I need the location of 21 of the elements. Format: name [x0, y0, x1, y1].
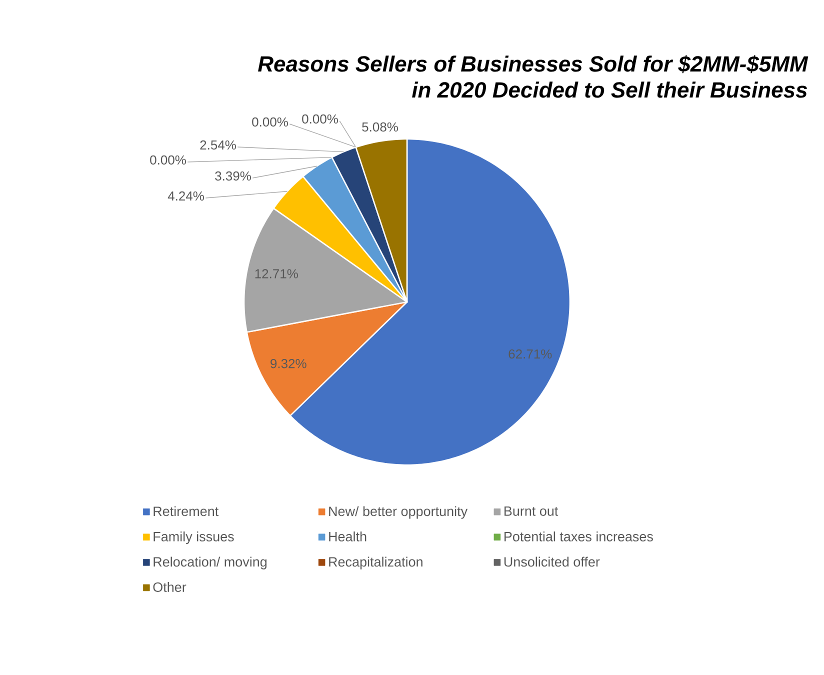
data-label: 9.32% — [270, 358, 306, 368]
text: 0.00% — [302, 114, 338, 124]
data-label: 3.39% — [215, 171, 251, 181]
legend-label: Potential taxes increases — [504, 531, 653, 542]
text: 0.00% — [252, 117, 288, 127]
legend-label: Other — [153, 582, 186, 592]
data-label: 2.54% — [200, 140, 236, 150]
legend-label: Unsolicited offer — [504, 556, 600, 567]
chart-title: Reasons Sellers of Businesses Sold for $2MM-$5MM in 2020 Decided to Sell their Business — [258, 55, 808, 98]
text: 0.00% — [150, 155, 186, 165]
data-label: 62.71% — [508, 349, 552, 359]
data-label: 5.08% — [362, 122, 398, 132]
data-label: 12.71% — [255, 269, 298, 278]
legend-label: Recapitalization — [329, 556, 422, 570]
legend-label: Burnt out — [504, 506, 558, 516]
data-label: 4.24% — [168, 191, 204, 201]
legend-label: Family issues — [154, 531, 234, 544]
legend-label: Health — [329, 531, 366, 542]
legend-label: Retirement — [154, 506, 219, 516]
legend-label: New/ better opportunity — [329, 506, 468, 519]
legend-label: Relocation/ moving — [154, 556, 267, 570]
